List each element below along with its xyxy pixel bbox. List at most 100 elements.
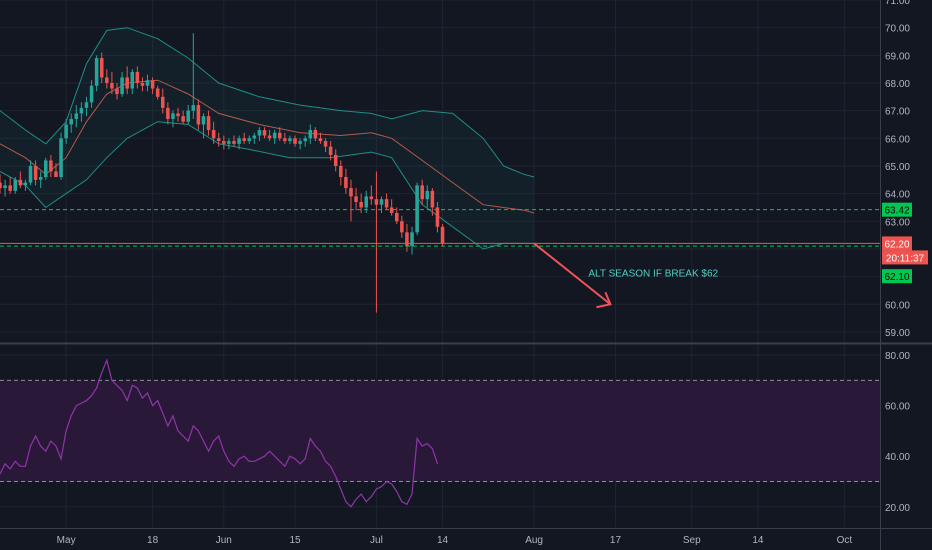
candle-body bbox=[257, 130, 262, 136]
candle-body bbox=[166, 107, 170, 119]
candle-body bbox=[206, 116, 211, 131]
candle-body bbox=[242, 138, 246, 142]
candle-body bbox=[303, 138, 307, 142]
time-tick-label: 14 bbox=[752, 535, 764, 546]
candle-body bbox=[211, 130, 216, 139]
candle-body bbox=[69, 118, 73, 125]
candle-body bbox=[216, 138, 221, 142]
candle-body bbox=[196, 105, 201, 125]
level-label: 62.20 bbox=[884, 239, 909, 250]
rsi-tick-label: 60.00 bbox=[885, 402, 910, 413]
candle-body bbox=[328, 146, 333, 155]
candle-body bbox=[277, 132, 282, 139]
candle-body bbox=[339, 165, 343, 178]
candle-body bbox=[252, 135, 257, 139]
candle-body bbox=[344, 177, 348, 189]
candle-body bbox=[18, 179, 23, 186]
price-tick-label: 59.00 bbox=[885, 328, 910, 339]
candle-body bbox=[59, 138, 63, 178]
rsi-band bbox=[0, 380, 880, 482]
candle-body bbox=[425, 190, 430, 200]
time-tick-label: 17 bbox=[610, 535, 622, 546]
time-tick-label: 18 bbox=[147, 535, 159, 546]
annotation: ALT SEASON IF BREAK $62 bbox=[533, 242, 719, 309]
candle-body bbox=[313, 130, 318, 139]
horizontal-levels bbox=[0, 209, 880, 247]
candle-body bbox=[227, 141, 231, 144]
candle-body bbox=[125, 77, 129, 89]
candle-body bbox=[272, 132, 277, 139]
candle-body bbox=[38, 177, 43, 180]
candle-body bbox=[49, 160, 53, 172]
time-tick-label: Jul bbox=[370, 535, 383, 546]
candle-body bbox=[374, 199, 379, 205]
candle-body bbox=[94, 58, 99, 86]
candle-body bbox=[115, 88, 119, 95]
price-tick-label: 66.00 bbox=[885, 134, 910, 145]
candle-body bbox=[13, 179, 18, 191]
candle-body bbox=[110, 82, 114, 89]
candle-body bbox=[28, 165, 33, 183]
candle-body bbox=[105, 77, 109, 83]
time-tick-label: 14 bbox=[437, 535, 449, 546]
candle-body bbox=[99, 58, 104, 78]
candle-body bbox=[394, 212, 399, 222]
candle-body bbox=[410, 232, 414, 247]
price-tick-label: 70.00 bbox=[885, 24, 910, 35]
candle-body bbox=[89, 85, 94, 103]
price-tick-label: 68.00 bbox=[885, 79, 910, 90]
candle-body bbox=[369, 196, 374, 200]
countdown-label: 20:11:37 bbox=[886, 253, 925, 264]
arrow-head bbox=[596, 291, 612, 309]
candle-body bbox=[140, 82, 145, 86]
candle-body bbox=[379, 199, 384, 205]
bollinger-upper bbox=[0, 27, 535, 178]
candle-body bbox=[420, 185, 424, 200]
candle-body bbox=[323, 141, 328, 147]
time-tick-label: May bbox=[57, 535, 76, 546]
bollinger-lower bbox=[0, 121, 535, 250]
candle-body bbox=[405, 232, 409, 247]
time-tick-label: Sep bbox=[683, 535, 701, 546]
annotation-text: ALT SEASON IF BREAK $62 bbox=[588, 269, 718, 280]
candle-body bbox=[349, 188, 353, 197]
candle-body bbox=[298, 141, 302, 144]
candle-body bbox=[354, 196, 358, 202]
candle-body bbox=[171, 113, 175, 119]
candle-body bbox=[288, 138, 292, 142]
level-label-bg bbox=[882, 269, 912, 284]
candle-body bbox=[150, 80, 155, 89]
level-label-bg bbox=[882, 202, 912, 217]
candle-body bbox=[232, 141, 236, 144]
candle-body bbox=[222, 141, 226, 144]
price-tick-label: 64.00 bbox=[885, 190, 910, 201]
level-label: 62.10 bbox=[884, 272, 909, 283]
candle-body bbox=[384, 199, 389, 208]
candle-body bbox=[120, 77, 124, 95]
candle-body bbox=[79, 107, 84, 114]
candle-body bbox=[145, 80, 150, 86]
candle-body bbox=[430, 190, 435, 208]
time-tick-label: Aug bbox=[525, 535, 543, 546]
candle-body bbox=[130, 71, 135, 89]
candle-body bbox=[318, 138, 323, 142]
time-tick-label: Jun bbox=[216, 535, 232, 546]
arrow-line bbox=[533, 242, 612, 306]
candle-body bbox=[359, 201, 363, 208]
candle-body bbox=[44, 160, 48, 178]
candle-body bbox=[155, 88, 160, 97]
candle-body bbox=[415, 185, 419, 233]
candle-body bbox=[201, 116, 206, 125]
candle-body bbox=[0, 182, 2, 189]
rsi-tick-label: 40.00 bbox=[885, 452, 910, 463]
candle-body bbox=[440, 226, 445, 244]
candles bbox=[0, 33, 445, 313]
level-label: 63.42 bbox=[884, 206, 909, 217]
candle-body bbox=[160, 96, 165, 108]
rsi-panel bbox=[0, 358, 880, 508]
candle-body bbox=[64, 124, 68, 139]
candle-body bbox=[283, 138, 287, 142]
candle-body bbox=[247, 138, 252, 142]
